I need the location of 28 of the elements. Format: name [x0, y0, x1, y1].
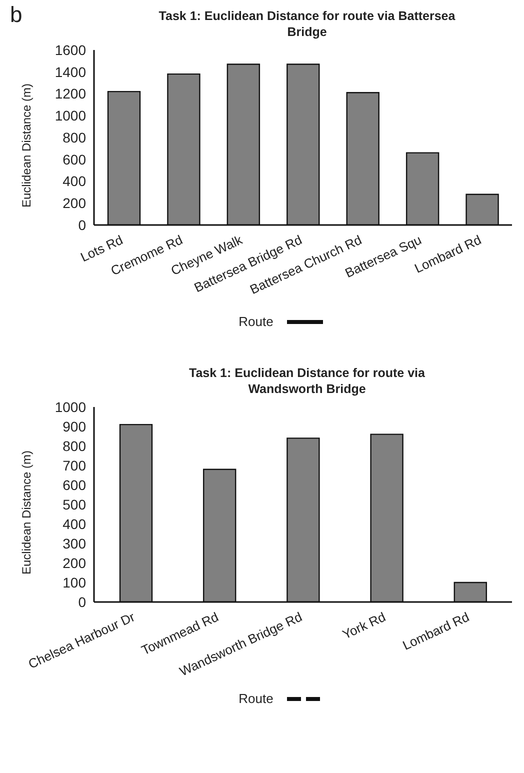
y-tick-label: 300	[62, 535, 86, 552]
y-tick-label: 200	[62, 554, 86, 571]
y-tick-label: 0	[78, 594, 86, 610]
y-tick-label: 800	[62, 129, 86, 146]
y-tick-label: 1000	[54, 108, 86, 124]
y-tick-label: 800	[62, 438, 86, 454]
y-tick-label: 700	[62, 457, 86, 474]
text: b	[10, 2, 22, 28]
y-tick-label: 500	[62, 496, 86, 512]
x-tick-label: York Rd	[340, 609, 388, 642]
y-tick-label: 900	[62, 418, 86, 434]
y-tick-label: 0	[78, 216, 86, 233]
y-tick-label: 200	[62, 195, 86, 212]
y-tick-label: 1200	[54, 86, 86, 102]
legend-title: Route	[238, 691, 274, 706]
y-tick-label: 400	[62, 516, 86, 532]
y-tick-label: 600	[62, 476, 86, 493]
y-tick-label: 1400	[54, 64, 86, 80]
y-tick-label: 600	[62, 151, 86, 168]
y-axis-title: Euclidean Distance (m)	[19, 83, 34, 208]
y-tick-label: 100	[62, 574, 86, 590]
chart-title: Task 1: Euclidean Distance for route via Wandsworth Bridge	[188, 365, 426, 397]
y-axis-title: Euclidean Distance (m)	[19, 450, 34, 574]
y-tick-label: 1000	[54, 398, 86, 415]
legend-title: Route	[238, 314, 274, 329]
chart-title: Task 1: Euclidean Distance for route via Battersea Bridge	[158, 8, 456, 40]
y-tick-label: 1600	[54, 42, 86, 58]
y-tick-label: 400	[62, 173, 86, 190]
